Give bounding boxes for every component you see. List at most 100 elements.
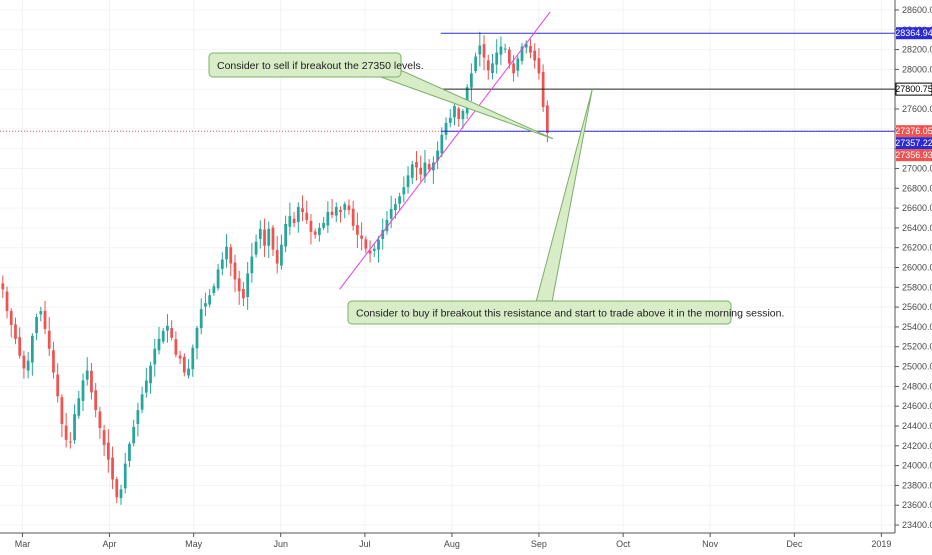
- price-tag: 27357.22: [895, 137, 932, 150]
- price-tags: 28364.94 27800.75 27376.05 27357.22 27356.93: [895, 27, 932, 162]
- candle-body: [174, 339, 178, 355]
- y-tick-label: 25000.00: [902, 362, 932, 372]
- candle-body: [47, 330, 51, 349]
- candle-body: [419, 167, 423, 175]
- candle-body: [296, 207, 300, 222]
- candle-body: [102, 430, 106, 445]
- candle-body: [486, 60, 490, 71]
- candle-body: [292, 218, 296, 223]
- candle-body: [208, 295, 212, 305]
- candle-body: [313, 231, 317, 235]
- candle-body: [436, 150, 439, 161]
- x-tick-label: Nov: [702, 539, 719, 549]
- candle-body: [161, 330, 165, 342]
- x-tick-label: Sep: [531, 539, 547, 549]
- price-tag-bg: [896, 149, 932, 162]
- x-tick-label: Aug: [444, 539, 460, 549]
- candle-body: [225, 246, 228, 260]
- candle-body: [503, 48, 507, 50]
- candle-body: [406, 175, 410, 188]
- candle-body: [263, 229, 266, 246]
- x-tick-label: Jun: [273, 539, 288, 549]
- candle-body: [280, 244, 283, 266]
- x-tick-label: Apr: [102, 539, 116, 549]
- candle-body: [334, 207, 338, 216]
- candle-body: [111, 457, 114, 480]
- candle-body: [326, 212, 330, 226]
- price-tag-bg: [896, 125, 932, 138]
- candle-body: [136, 410, 140, 425]
- x-tick-label: 2019: [871, 539, 891, 549]
- candle-body: [73, 414, 76, 441]
- candle-body: [254, 241, 258, 255]
- callout-text: Consider to buy if breakout this resista…: [356, 308, 784, 320]
- candle-body: [220, 259, 224, 269]
- candle-body: [482, 44, 486, 58]
- candle-body: [26, 360, 30, 371]
- y-tick-label: 28600.00: [902, 5, 932, 15]
- candle-body: [372, 248, 376, 251]
- y-tick-label: 26800.00: [902, 183, 932, 193]
- candle-body: [440, 134, 444, 154]
- candle-body: [271, 227, 275, 250]
- candle-body: [43, 310, 47, 329]
- candle-body: [305, 212, 309, 220]
- y-tick-label: 24800.00: [902, 381, 932, 391]
- candle-body: [394, 204, 397, 211]
- candle-body: [199, 309, 203, 329]
- candle-body: [457, 108, 461, 119]
- candle-body: [415, 161, 418, 168]
- candle-body: [77, 398, 81, 416]
- candle-body: [119, 489, 123, 499]
- candle-body: [5, 291, 9, 312]
- y-tick-label: 23400.00: [902, 520, 932, 530]
- candle-body: [309, 220, 313, 232]
- candle-body: [191, 347, 195, 370]
- price-tag-label: 27356.93: [895, 150, 932, 160]
- y-tick-label: 25200.00: [902, 342, 932, 352]
- candle-body: [524, 43, 528, 48]
- candle-body: [195, 327, 199, 349]
- price-tag: 28364.94: [895, 27, 932, 40]
- candle-body: [157, 338, 161, 351]
- candle-body: [64, 425, 68, 440]
- candle-body: [14, 324, 17, 339]
- callout-box: [347, 300, 732, 325]
- sell-callout: Consider to sell if breakout the 27350 l…: [208, 52, 554, 140]
- price-tag-bg: [896, 27, 932, 40]
- candle-body: [322, 222, 325, 228]
- candle-body: [237, 278, 241, 292]
- candle-body: [229, 247, 233, 264]
- y-tick-label: 25600.00: [902, 302, 932, 312]
- candle-body: [512, 63, 515, 74]
- candle-body: [507, 49, 511, 64]
- price-tag: 27376.05: [895, 125, 932, 138]
- y-tick-label: 24200.00: [902, 441, 932, 451]
- callout-pointer: [535, 89, 593, 303]
- price-tag: 27356.93: [895, 149, 932, 162]
- candle-body: [250, 256, 254, 274]
- x-tick-label: Jul: [359, 539, 371, 549]
- candle-body: [360, 235, 363, 239]
- candle-body: [423, 162, 427, 177]
- x-tick-label: May: [185, 539, 203, 549]
- candle-body: [377, 239, 380, 250]
- candle-body: [132, 426, 136, 444]
- candle-body: [106, 442, 110, 460]
- candle-body: [153, 348, 157, 365]
- candle-body: [22, 355, 26, 369]
- candle-body: [318, 227, 321, 235]
- price-tag-label: 28364.94: [895, 28, 932, 38]
- y-tick-label: 28000.00: [902, 64, 932, 74]
- candle-body: [444, 122, 448, 135]
- candle-body: [9, 311, 13, 325]
- y-tick-label: 24600.00: [902, 401, 932, 411]
- candle-body: [356, 225, 359, 235]
- candle-body: [364, 239, 368, 249]
- candle-body: [368, 250, 372, 254]
- candle-body: [18, 337, 22, 356]
- annotations: Consider to sell if breakout the 27350 l…: [208, 52, 784, 325]
